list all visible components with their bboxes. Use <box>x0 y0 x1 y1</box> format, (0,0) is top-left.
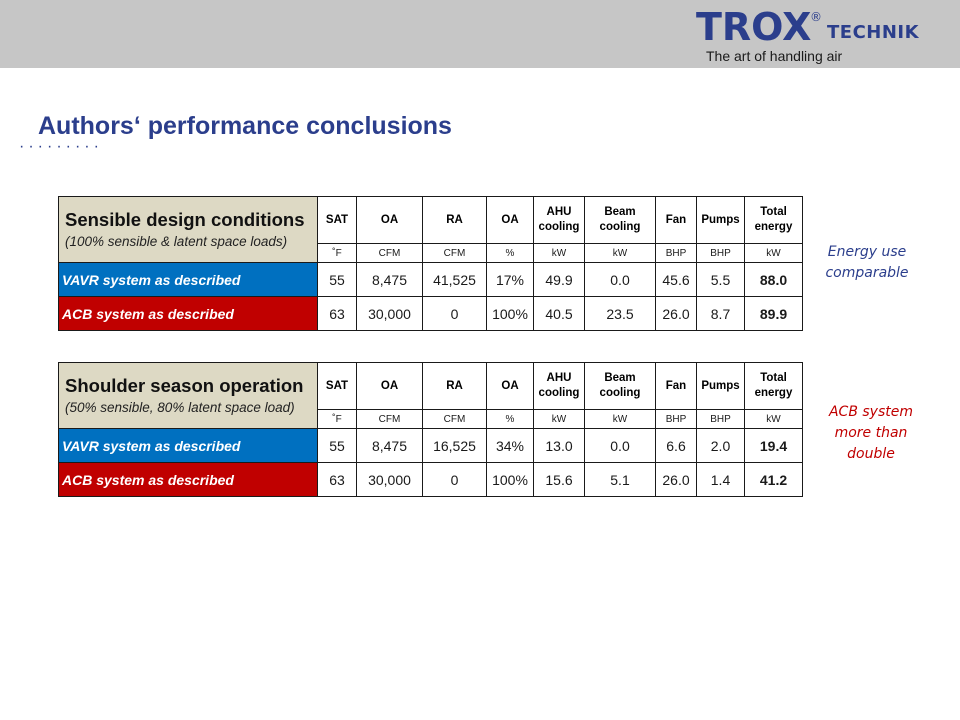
data-cell: 55 <box>317 262 357 297</box>
data-cell: 23.5 <box>584 296 656 331</box>
column-header: AHU cooling <box>533 362 585 410</box>
unit-cell: CFM <box>356 243 423 263</box>
data-cell: 55 <box>317 428 357 463</box>
data-cell: 26.0 <box>655 462 697 497</box>
data-cell: 5.5 <box>696 262 745 297</box>
unit-cell: CFM <box>356 409 423 429</box>
data-cell: 8,475 <box>356 262 423 297</box>
row-label: VAVR system as described <box>58 262 318 297</box>
column-header: OA <box>486 196 534 244</box>
data-cell: 13.0 <box>533 428 585 463</box>
total-energy-cell: 19.4 <box>744 428 803 463</box>
note-energy-comparable: Energy use comparable <box>825 244 909 281</box>
data-cell: 45.6 <box>655 262 697 297</box>
table-subtitle: (50% sensible, 80% latent space load) <box>65 399 295 415</box>
row-label: VAVR system as described <box>58 428 318 463</box>
unit-cell: % <box>486 409 534 429</box>
column-header: AHU cooling <box>533 196 585 244</box>
data-cell: 40.5 <box>533 296 585 331</box>
data-cell: 41,525 <box>422 262 487 297</box>
data-cell: 34% <box>486 428 534 463</box>
column-header: SAT <box>317 196 357 244</box>
total-energy-cell: 88.0 <box>744 262 803 297</box>
total-energy-cell: 89.9 <box>744 296 803 331</box>
column-header: RA <box>422 362 487 410</box>
column-header: Total energy <box>744 196 803 244</box>
data-cell: 26.0 <box>655 296 697 331</box>
data-cell: 1.4 <box>696 462 745 497</box>
data-cell: 0.0 <box>584 262 656 297</box>
table-title-cell: Sensible design conditions (100% sensibl… <box>58 196 318 263</box>
data-cell: 0 <box>422 296 487 331</box>
unit-cell: kW <box>533 409 585 429</box>
data-cell: 100% <box>486 296 534 331</box>
unit-cell: BHP <box>696 409 745 429</box>
trox-logo: TROX ® TECHNIK The art of handling air <box>696 8 936 66</box>
table-subtitle: (100% sensible & latent space loads) <box>65 233 288 249</box>
data-cell: 8.7 <box>696 296 745 331</box>
unit-cell: BHP <box>696 243 745 263</box>
logo-word: TECHNIK <box>827 22 920 43</box>
table-title: Shoulder season operation <box>65 374 304 396</box>
data-cell: 30,000 <box>356 296 423 331</box>
logo-registered-mark: ® <box>810 10 822 24</box>
column-header: OA <box>356 362 423 410</box>
performance-table-shoulder: Shoulder season operation (50% sensible,… <box>58 362 803 497</box>
column-header: Pumps <box>696 362 745 410</box>
data-cell: 0.0 <box>584 428 656 463</box>
data-cell: 8,475 <box>356 428 423 463</box>
row-label: ACB system as described <box>58 462 318 497</box>
column-header: Pumps <box>696 196 745 244</box>
unit-cell: BHP <box>655 409 697 429</box>
column-header: OA <box>486 362 534 410</box>
header-band <box>0 0 960 68</box>
unit-cell: BHP <box>655 243 697 263</box>
data-cell: 100% <box>486 462 534 497</box>
column-header: Beam cooling <box>584 362 656 410</box>
unit-cell: % <box>486 243 534 263</box>
data-cell: 5.1 <box>584 462 656 497</box>
unit-cell: kW <box>584 409 656 429</box>
performance-table-sensible: Sensible design conditions (100% sensibl… <box>58 196 803 331</box>
unit-cell: kW <box>744 409 803 429</box>
unit-cell: ˚F <box>317 409 357 429</box>
data-cell: 6.6 <box>655 428 697 463</box>
data-cell: 17% <box>486 262 534 297</box>
note-acb-double: ACB system more than double <box>828 404 914 462</box>
column-header: Beam cooling <box>584 196 656 244</box>
page-title: Authors‘ performance conclusions <box>38 112 452 140</box>
data-cell: 63 <box>317 296 357 331</box>
table-title: Sensible design conditions <box>65 208 305 230</box>
unit-cell: kW <box>533 243 585 263</box>
table-row-vavr: VAVR system as described 55 8,475 16,525… <box>58 428 803 463</box>
data-cell: 16,525 <box>422 428 487 463</box>
table-title-cell: Shoulder season operation (50% sensible,… <box>58 362 318 429</box>
data-cell: 30,000 <box>356 462 423 497</box>
table-row-acb: ACB system as described 63 30,000 0 100%… <box>58 462 803 497</box>
unit-cell: CFM <box>422 243 487 263</box>
unit-cell: ˚F <box>317 243 357 263</box>
data-cell: 2.0 <box>696 428 745 463</box>
row-label: ACB system as described <box>58 296 318 331</box>
title-dots: ········· <box>19 138 103 155</box>
unit-cell: CFM <box>422 409 487 429</box>
unit-cell: kW <box>744 243 803 263</box>
column-header: RA <box>422 196 487 244</box>
column-header: Total energy <box>744 362 803 410</box>
data-cell: 15.6 <box>533 462 585 497</box>
unit-cell: kW <box>584 243 656 263</box>
column-header: Fan <box>655 362 697 410</box>
column-header: OA <box>356 196 423 244</box>
data-cell: 63 <box>317 462 357 497</box>
data-cell: 49.9 <box>533 262 585 297</box>
total-energy-cell: 41.2 <box>744 462 803 497</box>
table-row-acb: ACB system as described 63 30,000 0 100%… <box>58 296 803 331</box>
table-row-vavr: VAVR system as described 55 8,475 41,525… <box>58 262 803 297</box>
column-header: Fan <box>655 196 697 244</box>
column-header: SAT <box>317 362 357 410</box>
logo-text: TROX <box>696 5 812 49</box>
data-cell: 0 <box>422 462 487 497</box>
logo-tagline: The art of handling air <box>706 48 843 64</box>
